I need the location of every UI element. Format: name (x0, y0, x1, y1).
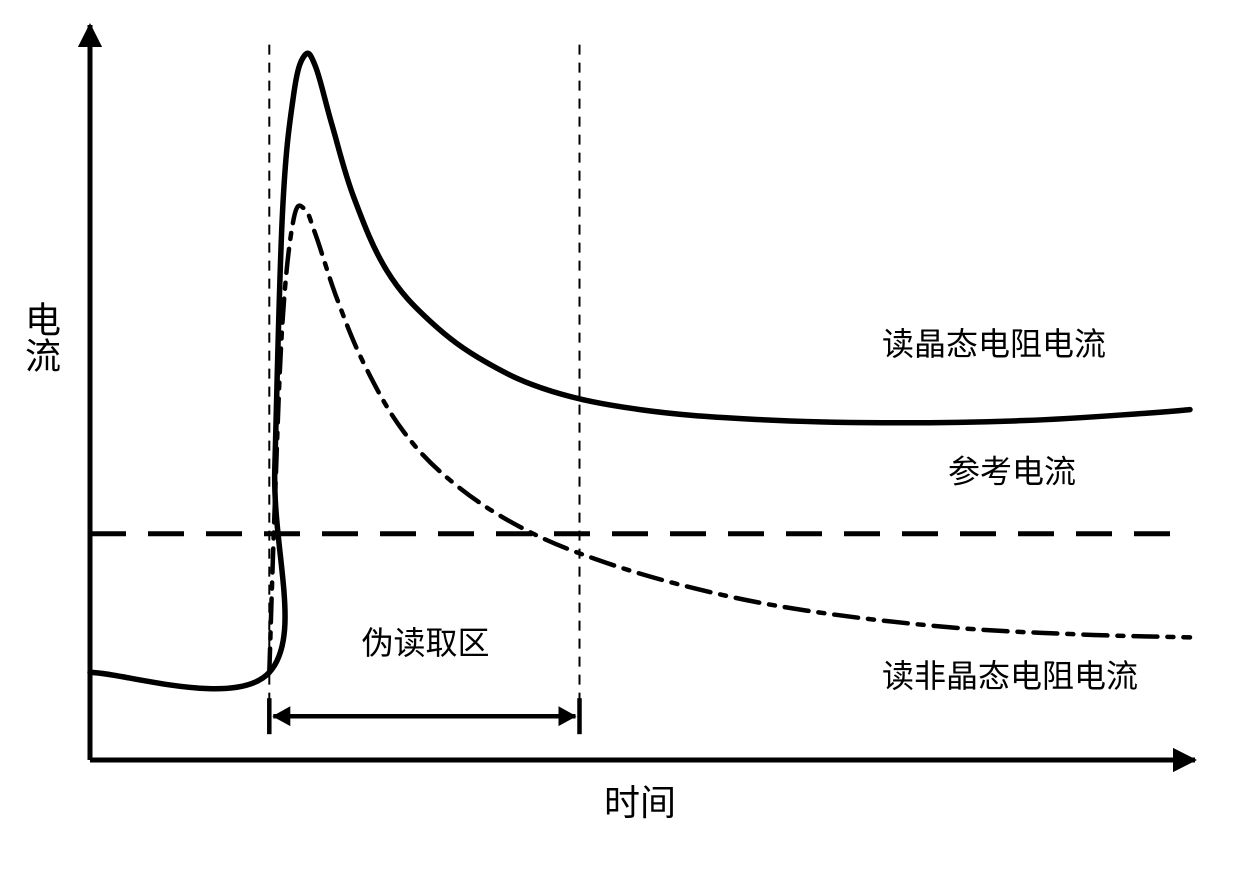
x-axis-label: 时间 (604, 783, 676, 823)
amorphous-current-curve (269, 206, 1190, 673)
x-axis-arrowhead (1173, 748, 1197, 772)
crystal-current-curve (90, 53, 1190, 689)
crystal-current-label: 读晶态电阻电流 (882, 326, 1106, 362)
y-axis-label: 电流 (20, 301, 60, 373)
reference-current-label: 参考电流 (948, 454, 1076, 490)
current-vs-time-chart: 电流时间 参考电流 读晶态电阻电流读非晶态电阻电流 伪读取区 (0, 0, 1240, 873)
false-read-region-label: 伪读取区 (361, 625, 489, 661)
y-axis-arrowhead (78, 23, 102, 47)
amorphous-current-label: 读非晶态电阻电流 (882, 658, 1138, 694)
false-read-arrowhead-left (272, 706, 290, 726)
false-read-arrowhead-right (559, 706, 577, 726)
